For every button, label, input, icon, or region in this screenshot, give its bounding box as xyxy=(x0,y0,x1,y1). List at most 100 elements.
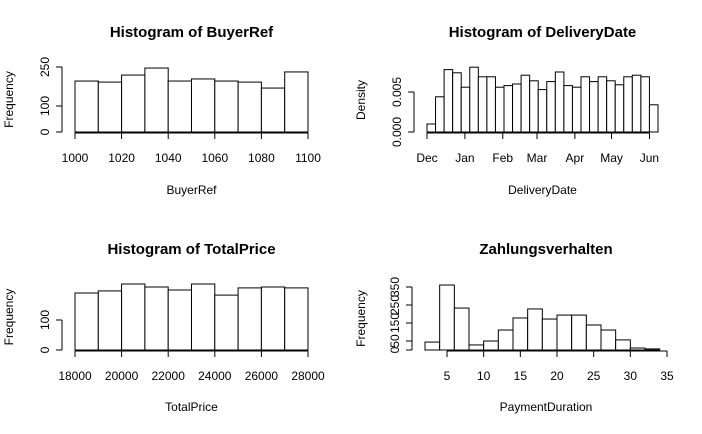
bar xyxy=(580,76,591,133)
y-tick-label: 50 xyxy=(388,334,402,348)
bar xyxy=(563,85,573,133)
bar xyxy=(74,80,99,133)
x-tick-label: 10 xyxy=(477,369,491,383)
y-tick-label: 100 xyxy=(38,96,52,116)
bar xyxy=(648,104,659,133)
x-tick-label: 5 xyxy=(444,369,451,383)
bar xyxy=(214,294,239,351)
x-tick-label: 1000 xyxy=(62,151,89,165)
bar xyxy=(512,317,529,351)
bar xyxy=(97,290,123,351)
bar xyxy=(191,283,216,351)
y-tick-label: 0 xyxy=(388,346,402,353)
bar xyxy=(527,308,543,351)
y-tick-label: 250 xyxy=(388,295,402,315)
bar xyxy=(214,80,239,133)
bar xyxy=(424,341,441,351)
bar xyxy=(520,74,531,133)
bar xyxy=(237,81,262,133)
x-tick-label: 20 xyxy=(550,369,564,383)
bar xyxy=(121,283,146,351)
bar xyxy=(600,329,617,351)
y-tick-label: 0.000 xyxy=(390,117,404,147)
chart-title: Histogram of BuyerRef xyxy=(110,24,274,41)
bar xyxy=(537,89,548,133)
bar xyxy=(615,339,631,351)
x-tick-label: Dec xyxy=(416,151,437,165)
bar xyxy=(260,87,286,133)
bar xyxy=(191,78,216,133)
x-tick-label: May xyxy=(600,151,623,165)
x-tick-label: 1060 xyxy=(201,151,228,165)
chart-title: Histogram of TotalPrice xyxy=(107,241,275,258)
bar xyxy=(497,329,514,351)
y-tick-label: 250 xyxy=(38,57,52,77)
x-tick-label: 24000 xyxy=(198,369,232,383)
y-tick-label: 100 xyxy=(38,310,52,330)
bar xyxy=(144,286,169,351)
bar xyxy=(435,96,445,133)
x-tick-label: 30 xyxy=(624,369,638,383)
x-tick-label: 22000 xyxy=(152,369,186,383)
y-tick-label: 0 xyxy=(38,346,52,353)
y-axis-label: Frequency xyxy=(354,290,368,347)
x-tick-label: 28000 xyxy=(291,369,325,383)
bar xyxy=(640,76,650,133)
x-tick-label: 1020 xyxy=(108,151,135,165)
bar xyxy=(631,74,642,133)
bar xyxy=(468,344,485,351)
bar xyxy=(589,81,599,133)
chart-title: Zahlungsverhalten xyxy=(479,241,612,258)
x-tick-label: 15 xyxy=(514,369,528,383)
x-tick-label: Feb xyxy=(492,151,513,165)
y-tick-label: 150 xyxy=(388,313,402,333)
bar xyxy=(546,81,556,133)
bar xyxy=(121,74,146,133)
x-tick-label: Mar xyxy=(527,151,548,165)
bar xyxy=(623,76,633,133)
bar xyxy=(453,307,470,351)
bar xyxy=(585,324,602,351)
bar xyxy=(74,292,99,351)
bar xyxy=(284,71,309,133)
x-tick-label: 1080 xyxy=(248,151,275,165)
x-tick-label: Jun xyxy=(640,151,659,165)
x-tick-label: 1100 xyxy=(295,151,321,165)
bar xyxy=(571,314,587,351)
x-tick-label: 25 xyxy=(587,369,601,383)
bar xyxy=(237,287,262,351)
bar xyxy=(606,80,616,133)
bar xyxy=(469,66,479,133)
chart-title: Histogram of DeliveryDate xyxy=(449,24,637,41)
x-tick-label: 20000 xyxy=(105,369,139,383)
y-tick-label: 350 xyxy=(388,277,402,297)
x-tick-label: Jan xyxy=(455,151,474,165)
x-tick-label: Apr xyxy=(566,151,585,165)
bar xyxy=(167,289,192,351)
x-axis-label: TotalPrice xyxy=(165,400,218,414)
y-axis-label: Frequency xyxy=(2,71,16,128)
bar xyxy=(443,69,454,133)
y-axis-label: Density xyxy=(354,80,368,120)
y-tick-label: 0.005 xyxy=(390,77,404,107)
bar xyxy=(439,284,455,351)
bar xyxy=(571,86,582,133)
x-axis-label: DeliveryDate xyxy=(508,183,577,197)
bar xyxy=(597,76,608,133)
bar xyxy=(167,80,192,133)
x-tick-label: 1040 xyxy=(155,151,182,165)
x-tick-label: 26000 xyxy=(245,369,279,383)
bar xyxy=(460,86,471,133)
bar xyxy=(503,85,514,133)
bar xyxy=(260,286,286,351)
bar xyxy=(284,287,309,351)
bar xyxy=(529,80,539,133)
bar xyxy=(426,123,437,133)
y-axis-label: Frequency xyxy=(2,289,16,346)
x-axis-label: PaymentDuration xyxy=(500,400,593,414)
bar xyxy=(486,76,496,133)
x-tick-label: 18000 xyxy=(58,369,92,383)
bar xyxy=(483,340,499,351)
